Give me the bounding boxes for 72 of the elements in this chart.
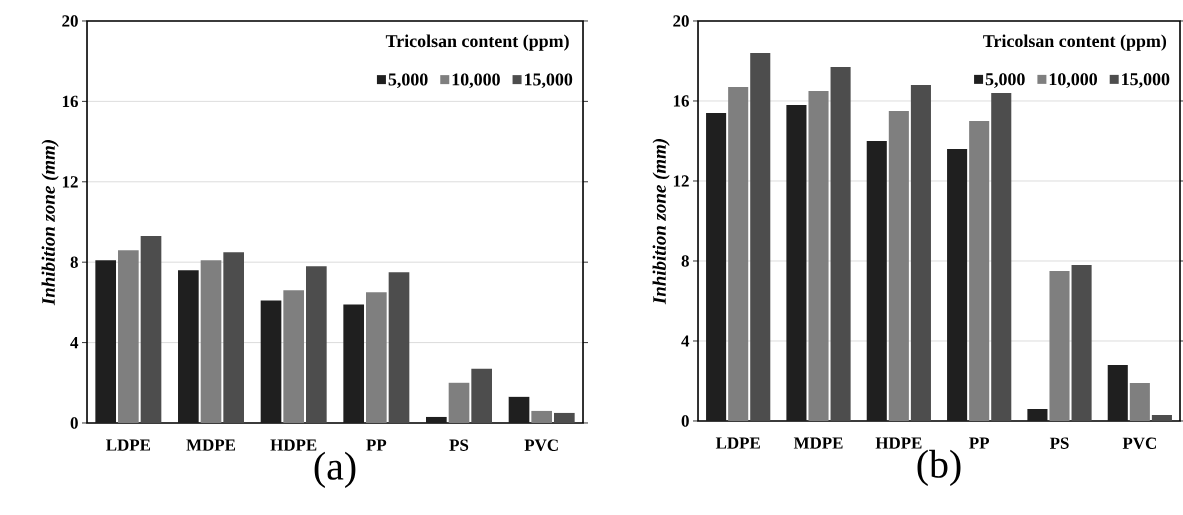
- y-tick-label: 4: [70, 337, 79, 349]
- x-tick-label: HDPE: [270, 439, 317, 451]
- y-tick-label: 8: [70, 256, 78, 268]
- x-tick-label: MDPE: [186, 439, 236, 451]
- y-axis-title: Inhibition zone (mm): [41, 140, 59, 306]
- x-tick-label: PP: [969, 437, 990, 449]
- x-tick-label: LDPE: [106, 439, 151, 451]
- bar: [1107, 364, 1128, 421]
- bar: [448, 382, 470, 423]
- legend-label: 15,000: [1122, 73, 1170, 88]
- y-tick-label: 16: [62, 95, 78, 108]
- bar: [178, 270, 199, 423]
- bar: [260, 300, 282, 423]
- legend-label: 10,000: [1049, 73, 1098, 88]
- y-tick-label: 0: [70, 417, 78, 429]
- bar: [808, 90, 829, 421]
- y-tick-label: 12: [62, 176, 78, 188]
- legend-title: Tricolsan content (ppm): [385, 34, 569, 51]
- bar: [140, 236, 162, 423]
- y-tick-label: 8: [681, 255, 689, 267]
- bar: [830, 66, 851, 421]
- y-axis-title: Inhibition zone (mm): [652, 139, 670, 305]
- bar: [388, 272, 410, 423]
- bar: [728, 86, 749, 421]
- bar: [283, 290, 305, 423]
- bar: [969, 120, 990, 421]
- bar: [531, 410, 553, 423]
- bar: [426, 416, 447, 423]
- bar: [750, 52, 771, 421]
- x-tick-label: PP: [366, 439, 387, 451]
- x-tick-label: PS: [1049, 437, 1069, 449]
- legend-label: 15,000: [524, 73, 573, 89]
- bar: [1071, 264, 1092, 421]
- bar: [786, 104, 807, 421]
- bar: [118, 250, 139, 423]
- y-tick-label: 20: [62, 15, 78, 27]
- bar: [947, 148, 968, 421]
- bar: [991, 92, 1012, 421]
- legend-label: 10,000: [452, 73, 500, 89]
- bar: [1129, 382, 1150, 421]
- bar: [888, 110, 909, 421]
- bar: [910, 84, 931, 421]
- legend-label: 5,000: [388, 73, 428, 89]
- bar: [866, 140, 887, 421]
- bar: [366, 292, 387, 423]
- bar: [706, 112, 727, 421]
- y-tick-label: 12: [673, 175, 689, 187]
- x-tick-label: LDPE: [715, 437, 760, 449]
- bar: [1151, 414, 1172, 421]
- x-tick-label: HDPE: [875, 437, 922, 449]
- bar: [1027, 408, 1048, 421]
- bar: [343, 304, 365, 423]
- bar: [306, 266, 327, 423]
- y-tick-label: 16: [673, 95, 689, 107]
- x-tick-label: MDPE: [793, 437, 843, 449]
- x-tick-label: PS: [449, 439, 469, 451]
- bar: [508, 396, 530, 423]
- x-axis-title: (a): [314, 451, 356, 488]
- bar: [1049, 270, 1070, 421]
- bar: [200, 260, 222, 423]
- y-tick-label: 20: [673, 15, 689, 27]
- x-tick-label: PVC: [1122, 437, 1156, 449]
- bar: [95, 260, 117, 423]
- bar: [223, 252, 244, 423]
- y-tick-label: 0: [681, 415, 689, 427]
- legend-title: Tricolsan content (ppm): [983, 34, 1167, 51]
- y-tick-label: 4: [681, 335, 690, 347]
- bar: [471, 368, 492, 423]
- legend-label: 5,000: [985, 73, 1025, 88]
- bar: [554, 412, 575, 423]
- x-tick-label: PVC: [524, 439, 558, 451]
- x-axis-title: (b): [917, 449, 961, 486]
